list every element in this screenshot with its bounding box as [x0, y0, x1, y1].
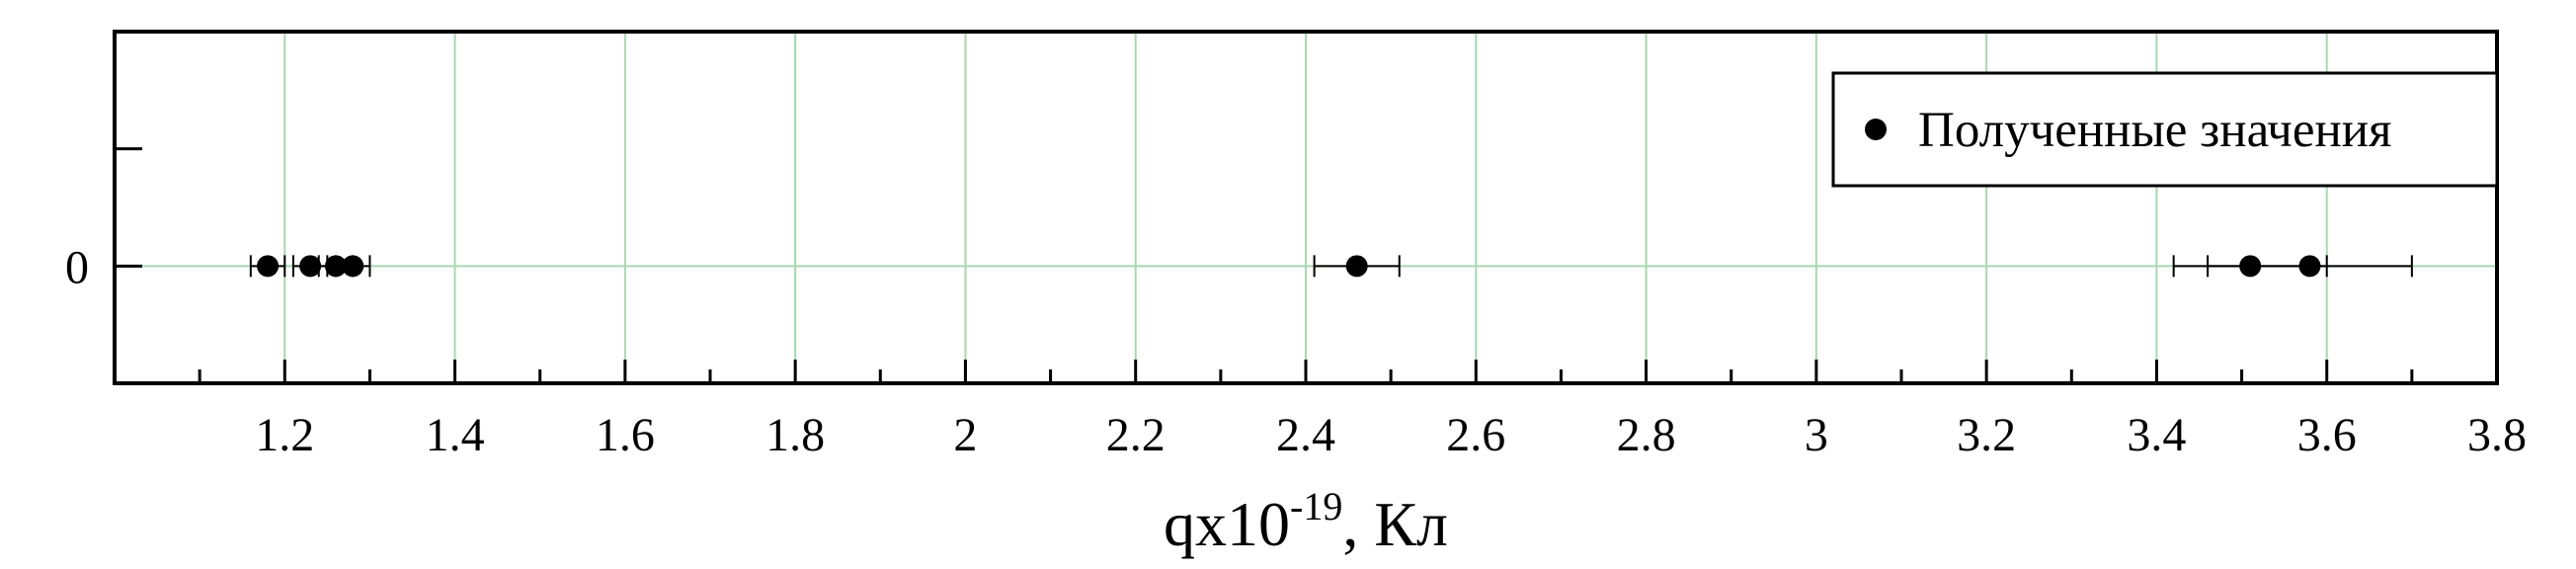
axis-ticks: [115, 147, 2499, 383]
legend-label: Полученные значения: [1918, 103, 2392, 158]
legend-marker: [1865, 119, 1887, 140]
x-tick-label: 2.4: [1276, 409, 1335, 461]
x-axis-title-exponent: -19: [1290, 484, 1342, 528]
data-point: [2298, 255, 2321, 278]
x-tick-label: 2.2: [1106, 409, 1166, 461]
x-tick-label: 1.8: [765, 409, 825, 461]
x-tick-label: 1.6: [596, 409, 655, 461]
x-tick-label: 3.6: [2297, 409, 2357, 461]
x-tick-label: 1.4: [426, 409, 485, 461]
data-point: [342, 255, 364, 278]
data-points: [257, 255, 2321, 278]
x-tick-label: 3.4: [2127, 409, 2186, 461]
x-tick-labels: 1.2 1.4 1.6 1.8 2 2.2 2.4 2.6 2.8 3 3.2 3.4 3.6 3.8: [255, 409, 2527, 461]
x-tick-label: 2: [953, 409, 977, 461]
y-tick-labels: 0: [65, 241, 89, 293]
x-tick-label: 3: [1805, 409, 1828, 461]
y-tick-label: 0: [65, 241, 89, 293]
x-axis-title-suffix: , Кл: [1342, 489, 1448, 559]
x-tick-label: 1.2: [255, 409, 314, 461]
data-point: [324, 255, 347, 278]
data-point: [257, 255, 280, 278]
data-point: [2239, 255, 2262, 278]
x-tick-label: 2.8: [1617, 409, 1676, 461]
x-tick-label: 2.6: [1446, 409, 1505, 461]
x-axis-title: qx10-19, Кл: [1164, 484, 1448, 559]
data-point: [1345, 255, 1368, 278]
x-tick-label: 3.8: [2467, 409, 2527, 461]
legend: Полученные значения: [1831, 71, 2499, 188]
x-tick-label: 3.2: [1957, 409, 2016, 461]
data-point: [299, 255, 322, 278]
x-axis-title-main: qx10: [1164, 489, 1290, 559]
legend-box: [1831, 71, 2499, 188]
